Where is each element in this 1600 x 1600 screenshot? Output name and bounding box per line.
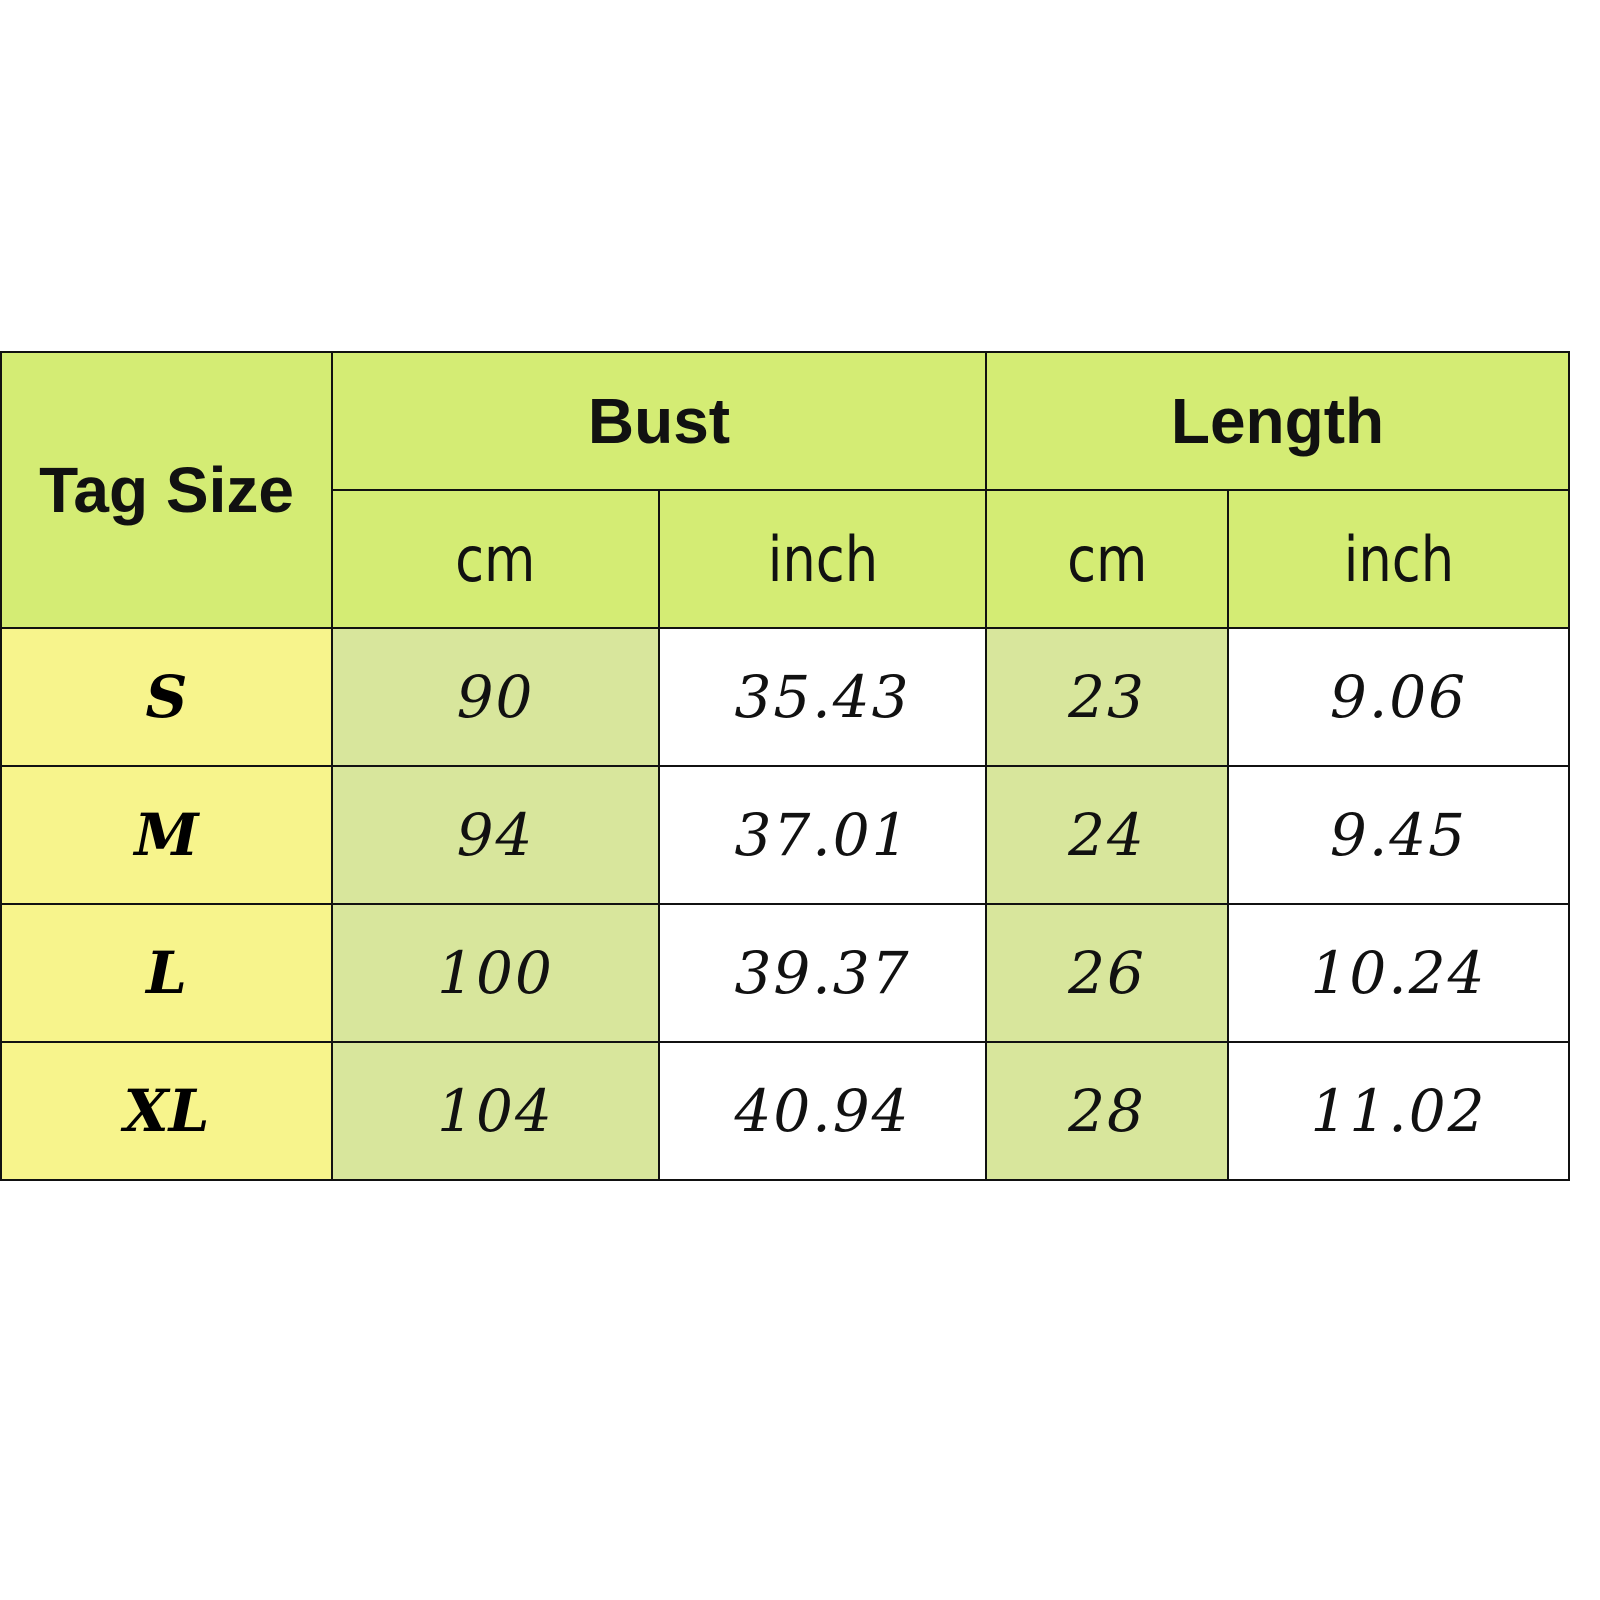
length-header: Length <box>985 351 1570 491</box>
tag-size-header: Tag Size <box>0 351 333 629</box>
size-cell: XL <box>0 1041 333 1181</box>
size-cell: M <box>0 765 333 905</box>
length-inch-cell: 11.02 <box>1227 1041 1570 1181</box>
length-cm-cell: 28 <box>985 1041 1229 1181</box>
length-inch-cell: 9.06 <box>1227 627 1570 767</box>
bust-inch-cell: 35.43 <box>658 627 987 767</box>
bust-cm-header: cm <box>331 489 660 629</box>
bust-header: Bust <box>331 351 987 491</box>
bust-inch-header: inch <box>658 489 987 629</box>
length-cm-cell: 23 <box>985 627 1229 767</box>
bust-inch-cell: 39.37 <box>658 903 987 1043</box>
size-cell: S <box>0 627 333 767</box>
length-cm-header: cm <box>985 489 1229 629</box>
bust-cm-cell: 104 <box>331 1041 660 1181</box>
length-cm-cell: 24 <box>985 765 1229 905</box>
bust-cm-cell: 100 <box>331 903 660 1043</box>
size-chart-table: Tag Size Bust Length cm inch cm inch S 9… <box>0 351 1570 1181</box>
size-cell: L <box>0 903 333 1043</box>
length-cm-cell: 26 <box>985 903 1229 1043</box>
bust-cm-cell: 94 <box>331 765 660 905</box>
bust-inch-cell: 40.94 <box>658 1041 987 1181</box>
bust-inch-cell: 37.01 <box>658 765 987 905</box>
length-inch-header: inch <box>1227 489 1570 629</box>
table-row: L 100 39.37 26 10.24 <box>0 903 1570 1043</box>
table-row: XL 104 40.94 28 11.02 <box>0 1041 1570 1181</box>
table-row: S 90 35.43 23 9.06 <box>0 627 1570 767</box>
bust-cm-cell: 90 <box>331 627 660 767</box>
table-row: M 94 37.01 24 9.45 <box>0 765 1570 905</box>
length-inch-cell: 9.45 <box>1227 765 1570 905</box>
length-inch-cell: 10.24 <box>1227 903 1570 1043</box>
